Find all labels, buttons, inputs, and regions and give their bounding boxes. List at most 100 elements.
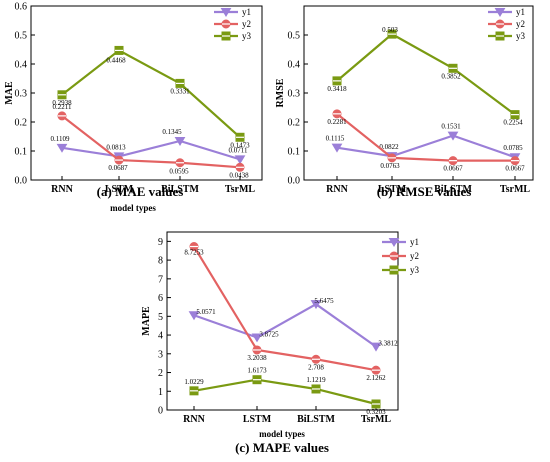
mae-series-y1-data-label: 0.0813: [106, 143, 126, 151]
rmse-series-y2-data-label: 0.2281: [327, 118, 347, 126]
mape-category-label: BiLSTM: [297, 414, 335, 425]
mape-category-label: TsrML: [361, 414, 392, 425]
rmse-series-y1-line: [336, 134, 516, 159]
rmse-legend-y3-label: y3: [516, 31, 526, 41]
mae-ytick-label: 0.0: [15, 176, 28, 187]
mae-ytick-label: 0.1: [15, 147, 28, 158]
mape-legend-y1-text: y1: [410, 237, 419, 247]
rmse-series-y1-point: [447, 131, 459, 141]
rmse-ytick-label: 0.4: [288, 60, 301, 71]
mae-x-axis-label: model types: [110, 203, 156, 213]
mae-series-y1-data-label: 0.1345: [162, 128, 182, 136]
mape-x-axis-label: model types: [259, 429, 305, 439]
mae-series-y3-data-label: 0.3331: [170, 87, 190, 95]
mae-series-y3-data-label: 0.4468: [106, 56, 126, 64]
mape-series-y1-point: [370, 342, 382, 352]
rmse-y-axis-label: RMSE: [275, 78, 286, 107]
mape-series-y1-data-label: 5.6475: [314, 297, 334, 305]
rmse-series-y3-line: [336, 32, 516, 116]
mape-series-y1-line: [193, 302, 377, 348]
mape-ytick-label: 4: [158, 331, 163, 342]
rmse-series-y3-data-label: 0.2254: [503, 119, 523, 127]
mape-plot-frame: [166, 231, 399, 411]
mae-series-y2-line: [61, 115, 241, 169]
rmse-ytick-label: 0.3: [288, 89, 301, 100]
rmse-series-y2-data-label: 0.0667: [443, 165, 463, 173]
mae-series-y3-data-label: 0.1473: [230, 141, 250, 149]
mae-category-label: TsrML: [225, 184, 256, 195]
rmse-series-y3-data-label: 0.503: [382, 26, 398, 34]
mape-series-y2-data-label: 8.7253: [184, 249, 204, 257]
rmse-ytick-label: 0.1: [288, 147, 301, 158]
mape-series-y1-point: [251, 333, 263, 343]
mape-legend-y2-text: y2: [410, 251, 419, 261]
mae-series-y1-data-label: 0.0711: [229, 146, 248, 154]
rmse-legend-y1-marker: [494, 8, 506, 17]
rmse-series-y1-data-label: 0.0822: [379, 143, 399, 151]
rmse-series-y1-data-label: 0.1531: [441, 123, 461, 131]
mae-ytick-label: 0.3: [15, 89, 28, 100]
mape-series-y1-data-label: 3.3812: [378, 340, 398, 348]
rmse-series-y2-line: [336, 112, 515, 162]
rmse-legend-y2-text: y2: [516, 19, 525, 29]
mape-ytick-label: 7: [158, 274, 163, 285]
mape-legend-y2-label: y2: [410, 251, 419, 261]
mae-ytick-label: 0.6: [15, 2, 28, 13]
mape-ytick-label: 2: [158, 368, 163, 379]
mape-series-y3-data-label: 0.3203: [366, 408, 386, 416]
rmse-series-y1-data-label: 0.0785: [503, 144, 523, 152]
mae-series-y2-data-label: 0.0438: [229, 171, 249, 179]
rmse-series-y3-data-label: 0.3852: [441, 72, 461, 80]
mae-ytick-label: 0.2: [15, 118, 28, 129]
mae-category-label: LSTM: [105, 184, 134, 195]
mape-panel: 0 1 2 3 4 5 6 7 8 9 RNN LSTM BiLSTM TsrML MAPE model ty…: [141, 231, 420, 455]
rmse-category-label: RNN: [326, 184, 348, 195]
rmse-ytick-label: 0.0: [288, 176, 301, 187]
mae-legend-y3-text: y3: [242, 31, 252, 41]
mape-series-y1-data-label: 3.8725: [259, 330, 279, 338]
mae-legend-y1-text: y1: [242, 7, 251, 17]
rmse-series-y1-data-label: 0.1115: [326, 135, 345, 143]
mape-series-y1-point: [310, 300, 322, 310]
mae-category-label: BiLSTM: [161, 184, 199, 195]
mape-series-y1-data-label: 5.0571: [196, 308, 216, 316]
mape-series-y2-data-label: 2.708: [308, 363, 324, 371]
mape-series-y2-data-label: 2.1262: [366, 374, 386, 382]
mape-ytick-label: 9: [158, 237, 163, 248]
mape-caption: (c) MAPE values: [235, 440, 329, 455]
mape-legend-y1-marker: [388, 238, 400, 247]
rmse-series-y2-data-label: 0.0763: [380, 162, 400, 170]
mape-legend-y3-label: y3: [410, 265, 420, 275]
rmse-category-label: TsrML: [500, 184, 531, 195]
mape-series-y3-data-label: 1.1219: [306, 376, 326, 384]
mae-legend-y1-label: y1: [242, 7, 251, 17]
rmse-series-y2-data-label: 0.0667: [505, 165, 525, 173]
mae-series-y1-point: [174, 136, 186, 146]
mae-series-y3-line: [61, 49, 241, 139]
mae-series-y2-data-label: 0.0595: [169, 168, 189, 176]
rmse-caption: (b) RMSE values: [377, 184, 472, 199]
rmse-legend-y3-text: y3: [516, 31, 526, 41]
mape-series-y1-point: [188, 311, 200, 321]
rmse-ytick-label: 0.5: [288, 31, 301, 42]
mape-y-axis-label: MAPE: [141, 306, 152, 336]
rmse-category-label: LSTM: [378, 184, 407, 195]
mae-series-y1-point: [56, 143, 68, 153]
mae-series-y1-point: [234, 155, 246, 165]
mae-legend-y3-label: y3: [242, 31, 252, 41]
mae-legend-y1-marker: [220, 8, 232, 17]
rmse-panel: 0.0 0.1 0.2 0.3 0.4 0.5 RNN LSTM BiLSTM TsrML RMSE…: [275, 5, 534, 199]
mape-ytick-label: 3: [158, 349, 163, 360]
mae-category-label: RNN: [51, 184, 73, 195]
mae-legend-y2-text: y2: [242, 19, 251, 29]
mae-series-y1-data-label: 0.1109: [51, 135, 70, 143]
mae-series-y1-line: [61, 139, 241, 161]
mape-category-label: RNN: [183, 414, 205, 425]
rmse-legend-y1-label: y1: [516, 7, 525, 17]
rmse-legend-y2-label: y2: [516, 19, 525, 29]
mae-y-axis-label: MAE: [4, 81, 15, 105]
mape-legend-y3-text: y3: [410, 265, 420, 275]
mape-series-y2-line: [193, 245, 377, 372]
mape-series-y2-data-label: 3.2038: [247, 354, 267, 362]
